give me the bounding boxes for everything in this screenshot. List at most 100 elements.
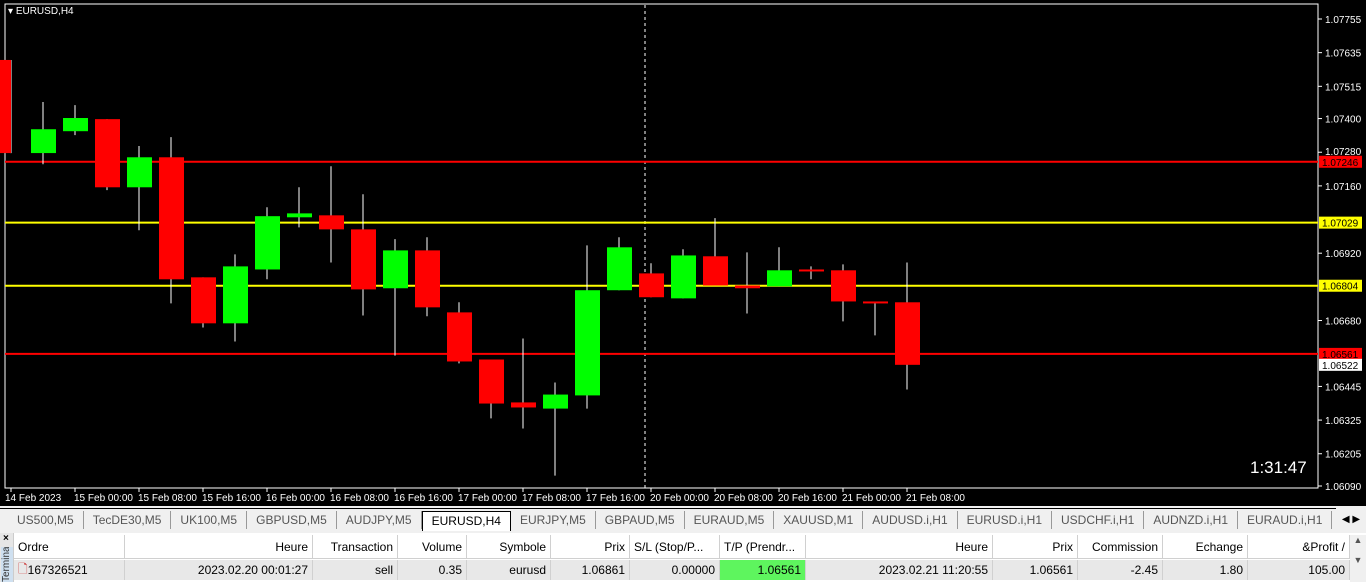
close-icon[interactable]: × <box>3 533 9 544</box>
tab-tecde30-m5[interactable]: TecDE30,M5 <box>84 511 172 529</box>
tab-audusd-i-h1[interactable]: AUDUSD.i,H1 <box>863 511 958 529</box>
time-tick-label: 16 Feb 08:00 <box>330 493 389 504</box>
price-chart[interactable]: 1.07755 1.07635 1.07515 1.07400 1.07280 1.071… <box>0 0 1366 506</box>
tab-audnzd-i-h1[interactable]: AUDNZD.i,H1 <box>1144 511 1239 529</box>
column-header-tp[interactable]: T/P (Prendr... <box>720 535 806 559</box>
cell-text: S/L (Stop/P... <box>634 539 704 554</box>
bear-candle <box>447 312 472 362</box>
time-tick-label: 20 Feb 08:00 <box>714 493 773 504</box>
cell-text: Transaction <box>330 539 393 554</box>
price-tick-label: 1.07635 <box>1325 49 1362 60</box>
level-price-tag <box>1319 279 1362 292</box>
cell-text: 105.00 <box>1308 563 1345 577</box>
tab-euraud-m5[interactable]: EURAUD,M5 <box>685 511 775 529</box>
tab-euraud-i-h1[interactable]: EURAUD.i,H1 <box>1238 511 1333 529</box>
bear-candle <box>735 285 760 289</box>
column-header-profit[interactable]: &Profit / <box>1248 535 1350 559</box>
scrollbar[interactable]: ▲ ▼ <box>1350 535 1366 582</box>
cell-text: Prix <box>1052 539 1073 554</box>
bear-candle <box>703 256 728 286</box>
tab-eurusd-i-h1[interactable]: EURUSD.i,H1 <box>958 511 1052 529</box>
cell-volume: 0.35 <box>398 560 467 580</box>
bull-candle <box>575 290 600 396</box>
level-price-label: 1.07029 <box>1322 219 1359 230</box>
order-icon: 🗋 <box>18 561 28 576</box>
bull-candle <box>767 270 792 287</box>
column-header-transaction[interactable]: Transaction <box>313 535 398 559</box>
cell-text: 1.06861 <box>581 563 625 577</box>
price-tick-label: 1.07515 <box>1325 82 1362 93</box>
column-header-sl[interactable]: S/L (Stop/P... <box>630 535 720 559</box>
tab-eurjpy-m5[interactable]: EURJPY,M5 <box>511 511 596 529</box>
bear-candle <box>319 215 344 230</box>
tab-gbpusd-m5[interactable]: GBPUSD,M5 <box>247 511 337 529</box>
bull-candle <box>63 118 88 132</box>
cell-text: 2023.02.21 11:20:55 <box>878 563 988 577</box>
bear-candle <box>639 273 664 298</box>
time-tick-label: 17 Feb 08:00 <box>522 493 581 504</box>
bull-candle <box>287 213 312 218</box>
bear-candle <box>159 157 184 280</box>
bear-candle <box>895 302 920 365</box>
column-header-ordre[interactable]: Ordre <box>14 535 125 559</box>
tab-uk100-m5[interactable]: UK100,M5 <box>171 511 248 529</box>
tab-usdchf-i-h1[interactable]: USDCHF.i,H1 <box>1052 511 1145 529</box>
cell-text: 1.06561 <box>757 563 801 577</box>
bear-candle <box>511 402 536 408</box>
column-header-heure-open[interactable]: Heure <box>125 535 313 559</box>
table-header: Ordre Heure Transaction Volume Symbole Prix S/… <box>14 535 1350 559</box>
cell-text: Heure <box>275 539 308 554</box>
column-header-prix-open[interactable]: Prix <box>551 535 630 559</box>
column-header-volume[interactable]: Volume <box>398 535 467 559</box>
cell-text: eurusd <box>509 563 546 577</box>
tab-audjpy-m5[interactable]: AUDJPY,M5 <box>337 511 422 529</box>
cell-symbole: eurusd <box>467 560 551 580</box>
column-header-prix-close[interactable]: Prix <box>993 535 1078 559</box>
price-tick-label: 1.06090 <box>1325 482 1362 493</box>
bull-candle <box>543 394 568 409</box>
column-header-symbole[interactable]: Symbole <box>467 535 551 559</box>
time-tick-label: 16 Feb 00:00 <box>266 493 325 504</box>
column-header-echange[interactable]: Echange <box>1163 535 1248 559</box>
tab-xauusd-m1[interactable]: XAUUSD,M1 <box>774 511 864 529</box>
bear-candle <box>415 250 440 308</box>
current-price-label: 1.06522 <box>1322 361 1359 372</box>
cell-ordre: 🗋 167326521 <box>14 560 125 580</box>
chart-canvas[interactable]: 1.07755 1.07635 1.07515 1.07400 1.07280 1.071… <box>0 0 1366 506</box>
cell-text: 1.80 <box>1219 563 1243 577</box>
column-header-commission[interactable]: Commission <box>1078 535 1163 559</box>
bear-candle <box>799 269 824 272</box>
table-row[interactable]: 🗋 167326521 2023.02.20 00:01:27 sell 0.35 eu… <box>14 560 1350 580</box>
tab-scroll-arrows[interactable]: ◀ ▶ <box>1336 509 1366 531</box>
time-tick-label: 17 Feb 00:00 <box>458 493 517 504</box>
cell-text: T/P (Prendr... <box>724 539 796 554</box>
price-tick-label: 1.06680 <box>1325 317 1362 328</box>
tab-eurusd-h4[interactable]: EURUSD,H4 <box>421 510 511 531</box>
cell-text: Prix <box>604 539 625 554</box>
terminal-side-strip: × Terminal <box>0 533 14 582</box>
time-tick-label: 21 Feb 08:00 <box>906 493 965 504</box>
cell-text: Echange <box>1195 539 1243 554</box>
time-tick-label: 21 Feb 00:00 <box>842 493 901 504</box>
bull-candle <box>223 266 248 324</box>
level-price-tag <box>1319 155 1362 168</box>
cell-profit: 105.00 <box>1248 560 1350 580</box>
bull-candle <box>31 129 56 154</box>
cell-text: Volume <box>421 539 462 554</box>
price-tick-label: 1.07755 <box>1325 15 1362 26</box>
time-tick-label: 15 Feb 00:00 <box>74 493 133 504</box>
price-tick-label: 1.07400 <box>1325 115 1362 126</box>
cell-transaction: sell <box>313 560 398 580</box>
time-tick-label: 17 Feb 16:00 <box>586 493 645 504</box>
candle-timer: 1:31:47 <box>1250 458 1307 477</box>
cell-text: &Profit / <box>1302 539 1345 554</box>
time-tick-label: 15 Feb 08:00 <box>138 493 197 504</box>
price-tick-label: 1.07160 <box>1325 182 1362 193</box>
column-header-heure-close[interactable]: Heure <box>806 535 993 559</box>
bear-candle <box>0 59 11 154</box>
level-price-tag <box>1319 216 1362 229</box>
tab-gbpaud-m5[interactable]: GBPAUD,M5 <box>596 511 685 529</box>
cell-text: 167326521 <box>27 563 88 577</box>
cell-echange: 1.80 <box>1163 560 1248 580</box>
tab-us500-m5[interactable]: US500,M5 <box>8 511 84 529</box>
